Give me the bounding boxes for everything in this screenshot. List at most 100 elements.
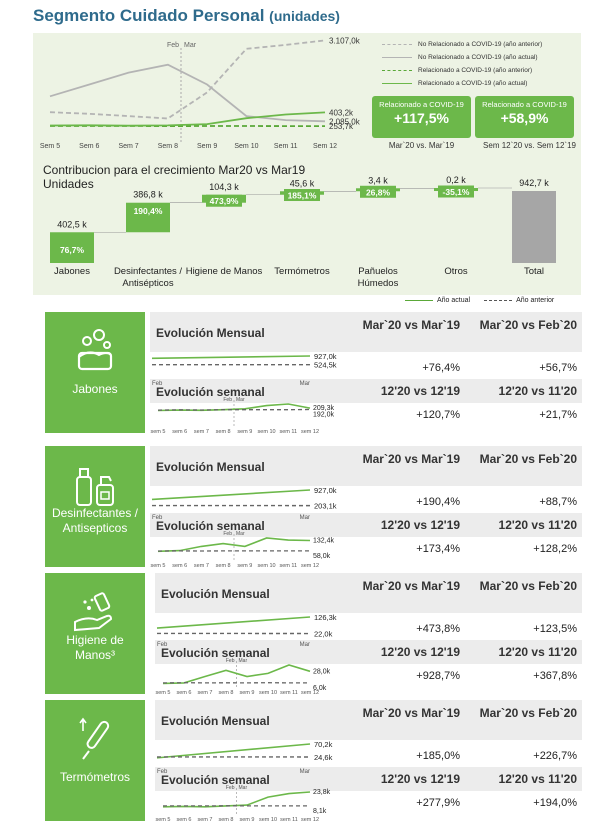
x-tick-label: Sem 6 bbox=[79, 143, 99, 150]
weekly-anterior-label: 192,0k bbox=[313, 411, 335, 418]
hand-wash-icon bbox=[74, 592, 113, 632]
contribution-title: Contribucion para el crecimiento Mar20 v… bbox=[43, 163, 306, 191]
weekly-actual-label: 28,0k bbox=[313, 668, 331, 675]
badge-caption-sem12: Sem 12`20 vs. Sem 12`19 bbox=[483, 141, 576, 150]
badge-caption-mar: Mar`20 vs. Mar`19 bbox=[388, 141, 455, 150]
waterfall-bar bbox=[512, 191, 556, 263]
x-tick-label: Sem 8 bbox=[158, 143, 178, 150]
header-row-weekly bbox=[150, 379, 582, 403]
series-end-label-0: 3.107,0k bbox=[329, 36, 361, 45]
month-label-feb: Feb bbox=[167, 42, 179, 49]
comparison-value: +56,7% bbox=[539, 362, 577, 374]
soap-icon bbox=[77, 329, 113, 371]
x-tick-label: Sem 10 bbox=[234, 143, 258, 150]
weekly-month-mar: Mar bbox=[239, 785, 248, 791]
waterfall-category-label: Total bbox=[523, 266, 545, 277]
weekly-anterior-label: 58,0k bbox=[313, 553, 331, 560]
weekly-x-tick: sem 9 bbox=[240, 817, 255, 823]
x-tick-label: Sem 11 bbox=[274, 143, 298, 150]
page-title: Segmento Cuidado Personal (unidades) bbox=[33, 6, 340, 25]
column-header: Mar`20 vs Mar`19 bbox=[362, 452, 460, 466]
comparison-value: +194,0% bbox=[533, 797, 577, 809]
waterfall-category-label: Jabones bbox=[54, 266, 90, 277]
comparison-value: +120,7% bbox=[416, 409, 460, 421]
weekly-x-tick: sem 6 bbox=[177, 817, 192, 823]
header-row-monthly bbox=[150, 446, 582, 486]
column-header: 12'20 vs 11'20 bbox=[498, 518, 577, 532]
weekly-x-tick: sem 12 bbox=[301, 817, 319, 823]
weekly-x-tick: sem 7 bbox=[198, 817, 213, 823]
badge-covid-sem12: Relacionado a COVID-19 +58,9% bbox=[475, 96, 574, 138]
weekly-x-tick: sem 10 bbox=[259, 690, 277, 696]
comparison-value: +76,4% bbox=[422, 362, 460, 374]
weekly-x-tick: sem 5 bbox=[151, 563, 166, 569]
comparison-value: +367,8% bbox=[533, 670, 577, 682]
column-header: Mar`20 vs Feb`20 bbox=[479, 452, 577, 466]
x-tick-label: Sem 5 bbox=[40, 143, 60, 150]
row-title-weekly: Evolución semanal bbox=[156, 385, 265, 399]
waterfall-value-label: 0,2 k bbox=[446, 175, 466, 185]
x-tick-label: Sem 9 bbox=[197, 143, 217, 150]
month-label-mar: Mar bbox=[184, 42, 197, 49]
series-line-3 bbox=[49, 111, 326, 127]
weekly-month-feb: Feb bbox=[226, 785, 235, 791]
waterfall-value-label: 104,3 k bbox=[209, 182, 239, 192]
comparison-value: +190,4% bbox=[416, 496, 460, 508]
growth-badge bbox=[360, 185, 396, 198]
waterfall-value-label: 386,8 k bbox=[133, 190, 163, 200]
weekly-x-tick: sem 7 bbox=[194, 429, 209, 435]
weekly-x-tick: sem 8 bbox=[216, 563, 231, 569]
weekly-x-tick: sem 7 bbox=[198, 690, 213, 696]
row-title-monthly: Evolución Mensual bbox=[156, 460, 265, 474]
mid-legend: Año actual Año anterior bbox=[405, 297, 554, 304]
comparison-value: +128,2% bbox=[533, 543, 577, 555]
monthly-actual-label: 927,0k bbox=[314, 352, 337, 361]
growth-label: 185,1% bbox=[288, 191, 317, 201]
weekly-x-tick: sem 11 bbox=[279, 429, 297, 435]
growth-label: 473,9% bbox=[210, 196, 239, 206]
weekly-x-tick: sem 5 bbox=[156, 690, 171, 696]
waterfall-category-label: Pañuelos Húmedos bbox=[357, 266, 399, 289]
header-row-weekly bbox=[155, 640, 582, 664]
row-title-weekly: Evolución semanal bbox=[161, 646, 270, 660]
weekly-x-tick: sem 7 bbox=[194, 563, 209, 569]
weekly-x-tick: sem 10 bbox=[258, 563, 276, 569]
series-line-0 bbox=[49, 39, 326, 120]
row-title-monthly: Evolución Mensual bbox=[161, 587, 270, 601]
card-higiene-manos: Higiene de Manos³ bbox=[45, 573, 145, 694]
card-desinfectantes: Desinfectantes / Antisepticos bbox=[45, 446, 145, 567]
waterfall-value-label: 942,7 k bbox=[519, 178, 549, 188]
waterfall-category-label: Termómetros bbox=[274, 266, 330, 277]
weekly-actual-line bbox=[157, 537, 311, 553]
series-end-label-3: 403,2k bbox=[329, 108, 354, 117]
weekly-month-mar: Mar bbox=[239, 658, 248, 664]
column-header: 12'20 vs 12'19 bbox=[380, 772, 460, 786]
growth-badge bbox=[130, 204, 166, 217]
column-header: Mar`20 vs Feb`20 bbox=[479, 318, 577, 332]
weekly-x-tick: sem 12 bbox=[301, 429, 319, 435]
x-tick-label: Sem 12 bbox=[313, 143, 337, 150]
weekly-anterior-label: 8,1k bbox=[313, 808, 327, 815]
growth-badge bbox=[206, 194, 242, 207]
monthly-actual-line bbox=[156, 616, 311, 629]
weekly-anterior-label: 6,0k bbox=[313, 685, 327, 692]
growth-label: -35,1% bbox=[443, 187, 470, 197]
column-header: Mar`20 vs Feb`20 bbox=[479, 706, 577, 720]
monthly-anterior-label: 524,5k bbox=[314, 361, 337, 370]
waterfall-value-label: 402,5 k bbox=[57, 219, 87, 229]
weekly-x-tick: sem 9 bbox=[237, 563, 252, 569]
column-header: Mar`20 vs Feb`20 bbox=[479, 579, 577, 593]
weekly-x-tick: sem 9 bbox=[240, 690, 255, 696]
column-header: 12'20 vs 11'20 bbox=[498, 645, 577, 659]
row-title-weekly: Evolución semanal bbox=[161, 773, 270, 787]
comparison-value: +123,5% bbox=[533, 623, 577, 635]
weekly-x-tick: sem 11 bbox=[280, 817, 298, 823]
header-row-monthly bbox=[155, 700, 582, 740]
header-row-weekly bbox=[155, 767, 582, 791]
card-jabones: Jabones bbox=[45, 312, 145, 433]
x-tick-label: Sem 7 bbox=[118, 143, 138, 150]
weekly-actual-line bbox=[157, 403, 311, 412]
row-title-weekly: Evolución semanal bbox=[156, 519, 265, 533]
